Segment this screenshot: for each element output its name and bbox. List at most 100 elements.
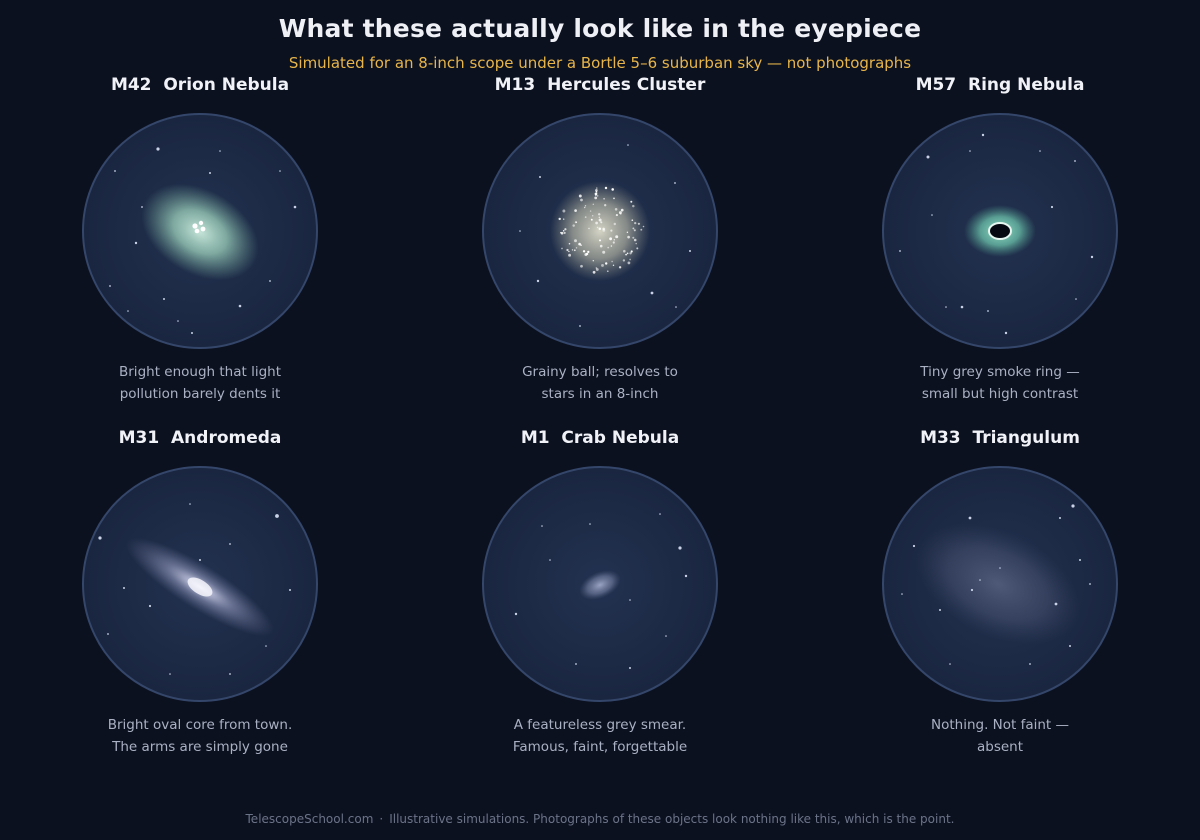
cluster-star [595,188,598,192]
cluster-star [599,244,603,248]
cluster-star [598,218,602,222]
cluster-star [574,209,577,212]
cluster-star [578,242,581,246]
panel-m57: M57 Ring Nebula Tiny grey smoke ring — s… [850,73,1150,405]
cluster-star [578,194,582,198]
panel-m13: M13 Hercules Cluster Grainy ball; resolv… [450,73,750,405]
catalog-id: M57 [915,75,957,95]
cluster-star [631,219,634,222]
cluster-star [627,261,631,265]
cluster-star [612,241,615,244]
cluster-star [562,209,566,213]
eyepiece-view-m33 [882,466,1118,702]
cluster-star [563,231,566,234]
cluster-star [615,214,618,217]
cluster-star [630,250,633,253]
eyepiece-view-m1 [482,466,718,702]
cluster-star [561,247,563,250]
cluster-star [603,197,605,200]
cluster-star [633,238,637,242]
page-subtitle: Simulated for an 8-inch scope under a Bo… [288,54,912,72]
object-caption: Bright oval core from town. The arms are… [107,717,293,755]
cluster-star [612,264,615,266]
cluster-star [620,208,624,212]
cluster-star [605,262,608,265]
cluster-star [627,235,630,239]
cluster-star [640,228,643,231]
cluster-star [584,216,587,218]
cluster-star [613,197,615,200]
cluster-star [618,266,622,269]
cluster-star [637,222,641,225]
cluster-star [604,204,607,207]
object-title: M57 Ring Nebula [850,73,1150,97]
cluster-star [592,215,594,217]
cluster-star [574,221,577,224]
cluster-star [597,195,599,197]
nebula-smear [579,570,621,600]
cluster-star [632,204,635,208]
cluster-star [585,252,589,256]
cluster-star [595,268,599,271]
cluster-star [558,217,561,221]
cluster-star [619,213,622,215]
ring-hole [988,222,1012,240]
object-caption: Grainy ball; resolves to stars in an 8-i… [522,364,678,402]
cluster-star [595,221,598,225]
cluster-star [580,244,582,246]
cluster-star [607,246,610,249]
object-title: M42 Orion Nebula [50,73,350,97]
cluster-star [613,239,615,241]
catalog-id: M42 [110,75,152,95]
panel-m42: M42 Orion Nebula Bright enough th [50,73,350,405]
cluster-star [622,259,626,262]
cluster-star [589,210,592,212]
cluster-star [602,250,606,254]
cluster-star [564,228,567,231]
cluster-star [582,250,586,253]
nebula-glow [141,183,259,281]
cluster-star [632,236,635,239]
cluster-stars [558,186,645,274]
cluster-star [573,249,576,252]
cluster-star [575,247,578,249]
catalog-id: M1 [520,428,550,448]
cluster-star [610,245,613,247]
cluster-star [596,187,598,189]
cluster-star [626,231,629,233]
galaxy-core [187,577,213,597]
object-name: Crab Nebula [561,428,680,448]
cluster-star [606,270,609,273]
object-caption: A featureless grey smear. Famous, faint,… [512,717,688,755]
object-title: M13 Hercules Cluster [450,73,750,97]
page-title: What these actually look like in the eye… [278,14,922,43]
cluster-star [594,196,598,200]
object-name: Ring Nebula [967,75,1085,95]
catalog-id: M33 [920,428,961,448]
eyepiece-view-m57 [882,113,1118,349]
cluster-star [642,225,645,228]
cluster-star [598,227,602,230]
cluster-star [598,216,600,218]
cluster-star [614,208,618,211]
cluster-star [587,250,590,254]
cluster-star [630,200,633,203]
galaxy-haze [915,523,1081,645]
cluster-star [568,253,572,257]
cluster-star [629,252,632,255]
object-name: Triangulum [972,428,1080,448]
eyepiece-view-m13 [482,113,718,349]
cluster-star [566,248,569,252]
cluster-star [610,229,613,232]
cluster-star [598,239,602,242]
cluster-star [629,258,631,261]
cluster-star [615,235,619,239]
cluster-star [625,253,627,256]
cluster-star [600,221,603,224]
cluster-star [596,191,598,193]
object-caption: Nothing. Not faint — absent [930,717,1070,755]
cluster-star [574,239,577,243]
panel-m33: M33 Triangulum Nothing. Not faint — abse… [850,426,1150,758]
cluster-glow [550,181,650,281]
panel-m31: M31 Andromeda Bright oval core from town… [50,426,350,758]
